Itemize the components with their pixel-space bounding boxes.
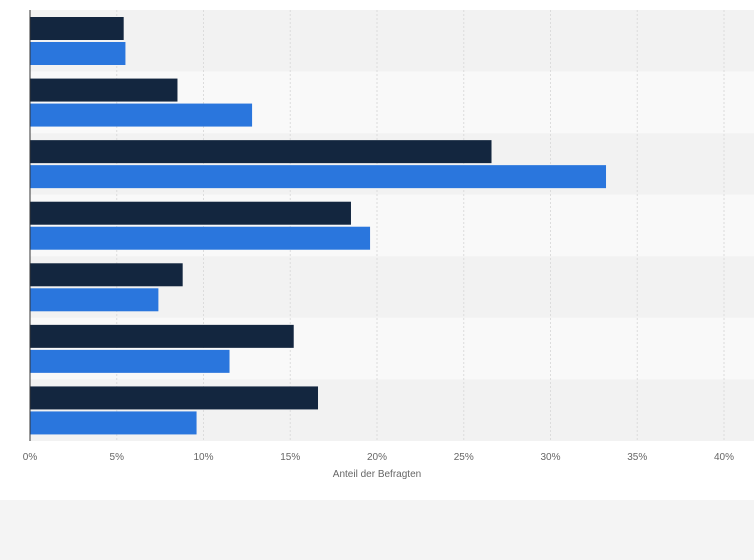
x-axis-title: Anteil der Befragten: [333, 469, 421, 480]
category-bands: [30, 10, 754, 441]
bar: [30, 226, 371, 250]
bar: [30, 78, 178, 102]
x-tick-label: 40%: [714, 452, 734, 463]
x-tick-label: 25%: [454, 452, 474, 463]
bar: [30, 411, 197, 435]
bar: [30, 386, 319, 410]
bars: [30, 17, 607, 435]
bar: [30, 165, 607, 189]
category-band: [30, 10, 754, 72]
bar: [30, 42, 126, 65]
bar: [30, 288, 159, 312]
x-tick-label: 0%: [23, 452, 38, 463]
x-tick-label: 35%: [627, 452, 647, 463]
bar: [30, 201, 351, 225]
x-tick-label: 10%: [193, 452, 213, 463]
x-tick-label: 30%: [540, 452, 560, 463]
bar: [30, 263, 183, 287]
bar: [30, 140, 492, 164]
bar: [30, 103, 253, 127]
x-tick-label: 5%: [110, 452, 125, 463]
x-tick-label: 15%: [280, 452, 300, 463]
bar: [30, 17, 124, 40]
x-tick-labels: 0% 5% 10% 15% 20% 25% 30% 35% 40%: [23, 452, 734, 463]
bar: [30, 324, 294, 348]
bar: [30, 349, 230, 373]
x-tick-label: 20%: [367, 452, 387, 463]
